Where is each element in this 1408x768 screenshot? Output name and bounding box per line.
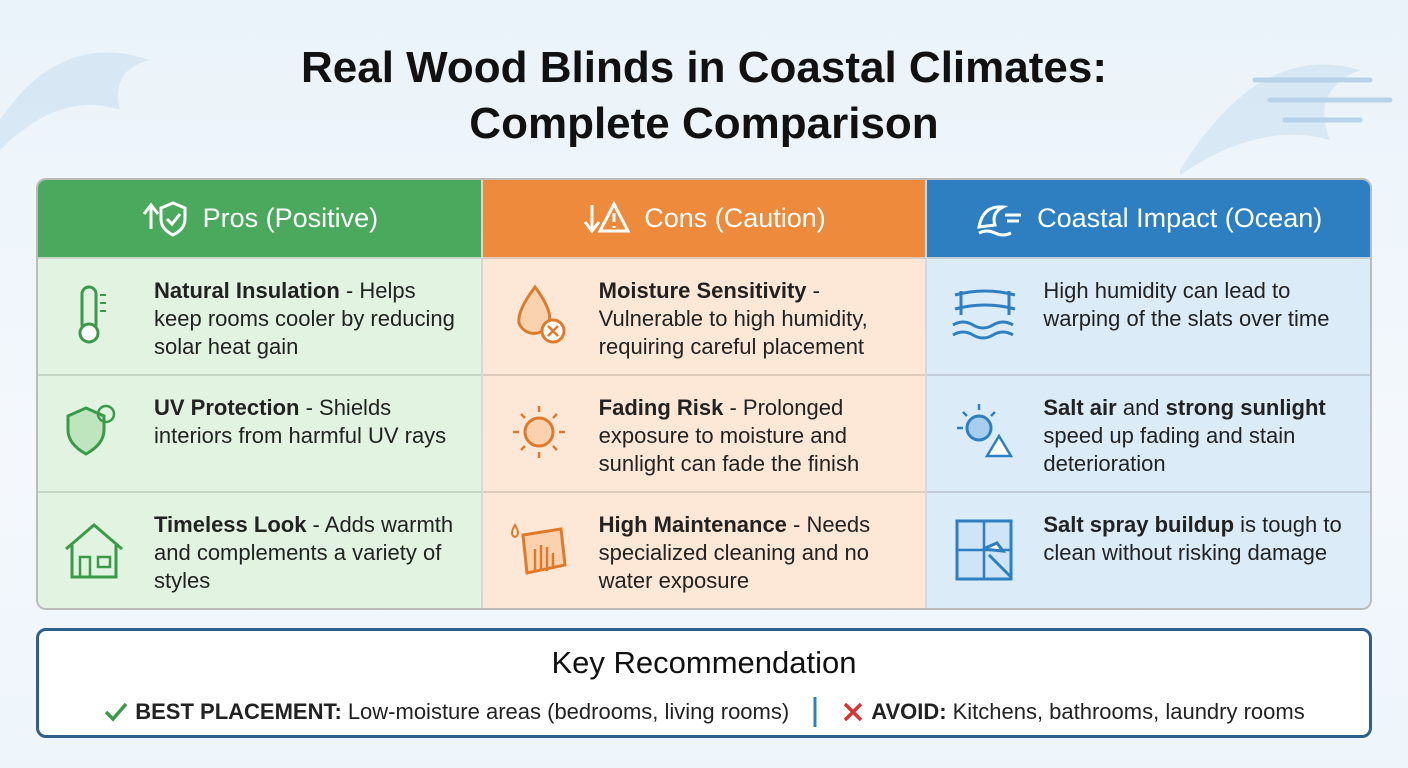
- cell-icon: [957, 404, 1014, 458]
- table-cell: Moisture Sensitivity - Vulnerable to hig…: [482, 257, 926, 375]
- table-cell: High humidity can lead to warping of the…: [927, 257, 1370, 375]
- bold-text: UV Protection: [154, 395, 300, 421]
- body-text: and: [1116, 395, 1166, 421]
- cell-text: Timeless Look - Adds warmth and compleme…: [154, 511, 469, 595]
- avoid-text: Kitchens, bathrooms, laundry rooms: [952, 699, 1305, 724]
- table-cell: Timeless Look - Adds warmth and compleme…: [38, 491, 481, 608]
- cell-icon: [66, 404, 116, 456]
- cell-icon: [510, 523, 567, 575]
- body-text: - Prolonged exposure to moisture and sun…: [598, 395, 860, 477]
- bold-text: Salt spray buildup: [1043, 512, 1235, 538]
- recommendation-title: Key Recommendation: [551, 645, 857, 680]
- body-text: - Adds warmth and complements a variety …: [154, 512, 460, 594]
- bold-text: Salt air: [1043, 395, 1117, 421]
- cell-icon: [78, 285, 106, 344]
- cell-icon: [955, 519, 1013, 581]
- column-header: Cons (Caution): [482, 180, 926, 258]
- table-cell: High Maintenance - Needs specialized cle…: [482, 491, 926, 608]
- bold-text: Timeless Look: [154, 512, 307, 538]
- cross-icon: [843, 702, 863, 722]
- table-cell: Natural Insulation - Helps keep rooms co…: [38, 257, 481, 375]
- cell-text: Natural Insulation - Helps keep rooms co…: [154, 277, 469, 361]
- column-heading: Pros (Positive): [202, 203, 379, 234]
- cell-icon: [65, 523, 123, 579]
- best-text: Low-moisture areas (bedrooms, living roo…: [347, 699, 790, 724]
- body-text: speed up fading and stain deterioration: [1043, 395, 1332, 477]
- column-heading: Cons (Caution): [644, 203, 826, 234]
- cell-text: High Maintenance - Needs specialized cle…: [599, 511, 914, 595]
- body-text: - Helps keep rooms cooler by reducing so…: [154, 278, 461, 360]
- body-text: - Vulnerable to high humidity, requiring…: [598, 278, 874, 360]
- divider: [813, 697, 817, 727]
- bold-text: strong sunlight: [1165, 395, 1326, 421]
- check-icon: [105, 702, 128, 722]
- cell-icon: [516, 284, 566, 344]
- recommendation-line: BEST PLACEMENT: Low-moisture areas (bedr…: [39, 695, 1369, 729]
- header-icon: [977, 205, 1022, 237]
- cell-icon: [952, 289, 1016, 340]
- table-cell: Salt air and strong sunlight speed up fa…: [927, 374, 1370, 492]
- header-icon: [142, 201, 187, 237]
- avoid-label: AVOID:: [871, 699, 947, 724]
- wave-decoration: [0, 52, 1393, 175]
- cell-text: UV Protection - Shields interiors from h…: [154, 394, 469, 450]
- column-header: Coastal Impact (Ocean): [927, 180, 1370, 258]
- column-header: Pros (Positive): [38, 180, 481, 258]
- comparison-table: Pros (Positive) Natural Insulation - Help…: [36, 178, 1372, 610]
- bold-text: Moisture Sensitivity: [598, 278, 807, 304]
- body-text: High humidity can lead to warping of the…: [1043, 278, 1330, 332]
- body-text: is tough to clean without risking damage: [1043, 512, 1348, 566]
- column: Coastal Impact (Ocean) High humidity can …: [927, 180, 1370, 608]
- header-icon: [584, 200, 631, 234]
- cell-text: High humidity can lead to warping of the…: [1043, 277, 1358, 333]
- best-label: BEST PLACEMENT:: [135, 699, 342, 724]
- table-cell: Fading Risk - Prolonged exposure to mois…: [482, 374, 926, 492]
- recommendation-box: Key Recommendation BEST PLACEMENT: Low-m…: [36, 628, 1372, 738]
- column-heading: Coastal Impact (Ocean): [1037, 203, 1323, 234]
- bold-text: High Maintenance: [598, 512, 787, 538]
- body-text: - Shields interiors from harmful UV rays: [154, 395, 447, 449]
- table-cell: UV Protection - Shields interiors from h…: [38, 374, 481, 492]
- cell-text: Fading Risk - Prolonged exposure to mois…: [599, 394, 914, 478]
- cell-text: Moisture Sensitivity - Vulnerable to hig…: [599, 277, 914, 361]
- cell-text: Salt spray buildup is tough to clean wit…: [1043, 511, 1358, 567]
- cell-text: Salt air and strong sunlight speed up fa…: [1043, 394, 1358, 478]
- bold-text: Natural Insulation: [154, 278, 340, 304]
- title: Real Wood Blinds in Coastal Climates: Co…: [301, 43, 1107, 148]
- table-cell: Salt spray buildup is tough to clean wit…: [927, 491, 1370, 608]
- column: Cons (Caution) Moisture Sensitivity - Vul…: [482, 180, 928, 608]
- column: Pros (Positive) Natural Insulation - Help…: [38, 180, 483, 608]
- bold-text: Fading Risk: [598, 395, 724, 421]
- body-text: - Needs specialized cleaning and no wate…: [598, 512, 877, 594]
- cell-icon: [512, 406, 565, 459]
